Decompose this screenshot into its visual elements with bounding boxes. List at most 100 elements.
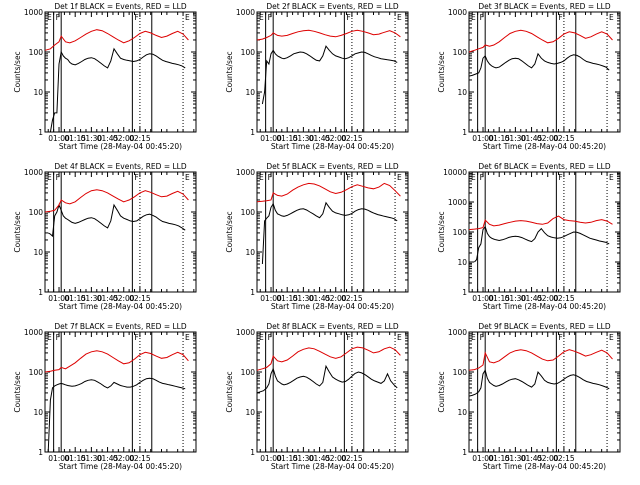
x-tick-label: 01:30: [81, 294, 103, 303]
x-tick-label: 02:00: [325, 454, 347, 463]
y-tick-label: 1000: [236, 328, 255, 337]
x-tick-label: 01:45: [521, 454, 543, 463]
x-tick-label: 02:15: [553, 134, 575, 143]
y-axis-label: Counts/sec: [225, 371, 234, 412]
y-tick-label: 10: [245, 88, 255, 97]
plot-frame: [468, 331, 621, 453]
interval-marker: E: [397, 173, 402, 182]
y-tick-label: 10: [33, 88, 43, 97]
x-tick-label: 02:00: [537, 454, 559, 463]
x-axis-label: Start Time (28-May-04 00:45:20): [271, 462, 394, 471]
y-tick-label: 1: [462, 288, 467, 297]
interval-marker: F: [268, 333, 272, 342]
x-axis-label: Start Time (28-May-04 00:45:20): [483, 462, 606, 471]
y-tick-label: 100: [241, 208, 256, 217]
chart-title: Det 5f BLACK = Events, RED = LLD: [266, 162, 399, 171]
x-tick-label: 01:15: [64, 454, 86, 463]
x-tick-label: 02:00: [537, 134, 559, 143]
y-tick-label: 100: [29, 208, 44, 217]
interval-marker: F: [56, 13, 60, 22]
x-tick-label: 02:15: [129, 454, 151, 463]
y-tick-label: 1000: [448, 328, 467, 337]
y-tick-label: 1000: [448, 198, 467, 207]
interval-marker: E: [609, 173, 614, 182]
interval-marker: E: [47, 173, 52, 182]
interval-marker: E: [259, 13, 264, 22]
x-tick-label: 01:30: [505, 454, 527, 463]
x-tick-label: 01:15: [488, 454, 510, 463]
events-series-line: [47, 203, 186, 238]
events-series-line: [49, 47, 186, 133]
interval-marker: F: [558, 173, 562, 182]
x-tick-label: 01:00: [260, 134, 282, 143]
interval-marker: E: [397, 13, 402, 22]
x-tick-label: 01:45: [97, 454, 119, 463]
x-tick-label: 01:45: [97, 294, 119, 303]
interval-marker: E: [609, 333, 614, 342]
y-tick-label: 10: [33, 408, 43, 417]
x-tick-label: 01:15: [276, 294, 298, 303]
plot-frame: [468, 11, 621, 133]
x-tick-label: 02:00: [325, 134, 347, 143]
lld-series-line: [256, 29, 401, 41]
y-tick-label: 100: [241, 368, 256, 377]
lld-series-line: [44, 189, 189, 213]
x-tick-label: 01:30: [293, 454, 315, 463]
events-series-line: [256, 364, 398, 394]
interval-marker: F: [268, 173, 272, 182]
x-tick-label: 01:00: [472, 454, 494, 463]
x-tick-label: 01:45: [309, 294, 331, 303]
x-tick-label: 02:00: [113, 134, 135, 143]
interval-marker: F: [346, 13, 350, 22]
y-tick-label: 1000: [236, 168, 255, 177]
x-axis-label: Start Time (28-May-04 00:45:20): [59, 142, 182, 151]
y-tick-label: 100: [29, 368, 44, 377]
interval-marker: E: [185, 173, 190, 182]
chart-title: Det 7f BLACK = Events, RED = LLD: [54, 322, 187, 331]
x-tick-label: 02:15: [553, 454, 575, 463]
interval-marker: F: [480, 13, 484, 22]
chart-title: Det 4f BLACK = Events, RED = LLD: [54, 162, 187, 171]
events-series-line: [261, 45, 398, 105]
interval-marker: E: [471, 173, 476, 182]
interval-marker: E: [259, 333, 264, 342]
y-tick-label: 10: [245, 408, 255, 417]
interval-marker: F: [134, 13, 138, 22]
y-tick-label: 10: [457, 88, 467, 97]
y-tick-label: 1000: [24, 8, 43, 17]
x-tick-label: 01:45: [521, 134, 543, 143]
interval-marker: F: [56, 173, 60, 182]
chart-title: Det 3f BLACK = Events, RED = LLD: [478, 2, 611, 11]
interval-marker: F: [558, 13, 562, 22]
x-tick-label: 01:15: [64, 294, 86, 303]
y-tick-label: 1000: [448, 8, 467, 17]
x-tick-label: 01:30: [81, 454, 103, 463]
interval-marker: F: [558, 333, 562, 342]
y-tick-label: 1: [38, 288, 43, 297]
lld-series-line: [44, 29, 189, 51]
x-axis-label: Start Time (28-May-04 00:45:20): [59, 302, 182, 311]
interval-marker: F: [346, 173, 350, 182]
lld-series-line: [44, 350, 189, 373]
y-tick-label: 10: [245, 248, 255, 257]
interval-marker: F: [346, 333, 350, 342]
x-tick-label: 01:00: [260, 294, 282, 303]
y-tick-label: 1000: [236, 8, 255, 17]
x-tick-label: 01:45: [97, 134, 119, 143]
y-tick-label: 1: [38, 128, 43, 137]
y-tick-label: 1000: [24, 168, 43, 177]
y-tick-label: 100: [453, 228, 468, 237]
interval-marker: E: [47, 333, 52, 342]
plot-frame: [256, 331, 409, 453]
y-axis-label: Counts/sec: [225, 51, 234, 92]
y-tick-label: 100: [29, 48, 44, 57]
x-tick-label: 01:00: [260, 454, 282, 463]
y-axis-label: Counts/sec: [437, 51, 446, 92]
y-tick-label: 10: [33, 248, 43, 257]
x-tick-label: 01:00: [472, 294, 494, 303]
